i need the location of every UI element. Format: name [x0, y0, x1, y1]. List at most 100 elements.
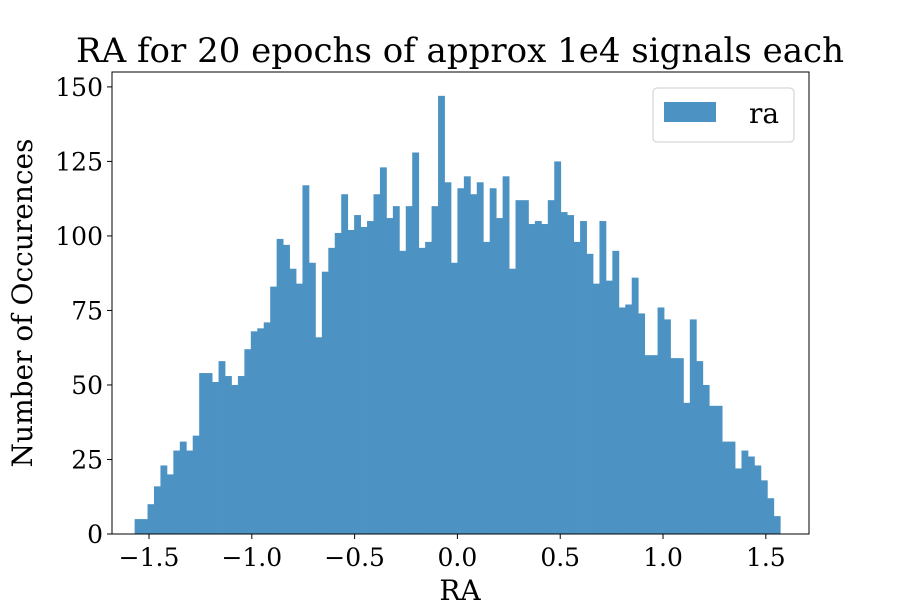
- histogram-bar: [735, 468, 742, 534]
- y-tick-label: 0: [87, 520, 103, 549]
- histogram-bar: [373, 194, 381, 534]
- histogram-bar: [425, 241, 432, 534]
- histogram-bar: [470, 194, 478, 534]
- histogram-bar: [657, 307, 665, 534]
- histogram-bar: [676, 358, 684, 534]
- histogram-bar: [231, 384, 239, 534]
- x-tick-label: −1.5: [119, 543, 180, 572]
- histogram-bar: [664, 319, 671, 534]
- histogram-bar: [302, 185, 310, 534]
- histogram-bar: [496, 218, 504, 535]
- histogram-bar: [651, 355, 658, 534]
- histogram-bar: [379, 167, 387, 534]
- histogram-bar: [134, 519, 142, 534]
- legend-swatch: [664, 102, 716, 122]
- histogram-bar: [218, 361, 226, 534]
- x-axis-title: RA: [439, 574, 481, 600]
- histogram-bar: [670, 358, 678, 534]
- histogram-bar: [334, 232, 342, 534]
- histogram-bar: [521, 200, 529, 535]
- x-tick-label: −0.5: [324, 543, 385, 572]
- histogram-bar: [315, 337, 323, 534]
- histogram-bar: [192, 435, 200, 534]
- histogram-bar: [567, 215, 575, 534]
- histogram-bar: [308, 262, 316, 534]
- histogram-bar: [741, 450, 749, 534]
- histogram-bar: [631, 277, 639, 534]
- histogram-bar: [347, 229, 355, 534]
- histogram-bar: [186, 450, 194, 534]
- histogram-bar: [592, 283, 600, 534]
- histogram-bar: [638, 313, 646, 534]
- x-tick-label: 0.0: [438, 543, 478, 572]
- histogram-bar: [586, 253, 594, 534]
- chart-title: RA for 20 epochs of approx 1e4 signals e…: [76, 31, 844, 71]
- histogram-bar: [296, 283, 303, 534]
- histogram-bar: [438, 95, 445, 534]
- histogram-bar: [237, 376, 245, 534]
- histogram-bar: [450, 262, 458, 534]
- histogram-bar: [321, 271, 329, 534]
- histogram-bar: [147, 504, 155, 534]
- histogram-bar: [605, 280, 613, 534]
- histogram-bar: [354, 215, 361, 534]
- histogram-bar: [328, 247, 336, 535]
- histogram-bar: [160, 465, 168, 534]
- histogram-bar: [250, 331, 258, 534]
- histogram-bar: [179, 441, 187, 534]
- histogram-bar: [754, 465, 762, 534]
- histogram-bar: [153, 486, 161, 534]
- histogram-bar: [618, 307, 626, 534]
- histogram-bar: [547, 200, 555, 535]
- y-tick-label: 75: [71, 296, 103, 325]
- histogram-bar: [199, 373, 207, 534]
- histogram-bar: [412, 152, 420, 535]
- y-tick-label: 25: [71, 445, 103, 474]
- y-tick-label: 50: [71, 371, 103, 400]
- x-tick-label: 1.0: [643, 543, 683, 572]
- histogram-bar: [625, 304, 633, 534]
- histogram-bar: [418, 247, 426, 535]
- histogram-bar: [599, 221, 607, 534]
- histogram-bar: [509, 268, 516, 534]
- histogram-bar: [515, 200, 523, 535]
- histogram-bar: [244, 349, 252, 534]
- histogram-bar: [289, 268, 297, 534]
- histogram-bar: [560, 212, 568, 534]
- y-axis-title: Number of Occurences: [6, 139, 39, 468]
- histogram-bar: [392, 206, 400, 534]
- histogram-bar: [166, 474, 174, 534]
- histogram-bar: [767, 498, 775, 534]
- y-tick-label: 100: [55, 222, 103, 251]
- histogram-bar: [457, 188, 465, 534]
- histogram-bar: [276, 238, 284, 535]
- histogram-bar: [444, 182, 452, 534]
- histogram-bar: [489, 188, 497, 534]
- histogram-bar: [399, 250, 407, 534]
- histogram-bar: [580, 221, 587, 534]
- histogram-bar: [760, 480, 768, 534]
- x-tick-label: 0.5: [540, 543, 580, 572]
- histogram-bar: [773, 516, 781, 534]
- histogram-bar: [683, 402, 691, 534]
- histogram-bar: [367, 221, 374, 534]
- histogram-bar: [534, 221, 542, 534]
- histogram-bar: [483, 241, 491, 534]
- histogram-bar: [722, 441, 729, 534]
- histogram-bar: [502, 176, 510, 534]
- histogram-bar: [528, 224, 536, 534]
- histogram-bar: [341, 194, 349, 534]
- histogram-bar: [728, 441, 736, 534]
- histogram-bar: [205, 373, 213, 534]
- legend-label: ra: [749, 97, 779, 130]
- histogram-bar: [386, 218, 394, 535]
- histogram-bar: [283, 244, 290, 534]
- histogram-bar: [463, 176, 471, 534]
- histogram-bar: [263, 322, 271, 534]
- histogram-bar: [173, 450, 181, 534]
- legend: ra: [652, 87, 795, 143]
- x-tick-label: 1.5: [746, 543, 786, 572]
- histogram-bar: [702, 384, 710, 534]
- histogram-bar: [405, 206, 413, 534]
